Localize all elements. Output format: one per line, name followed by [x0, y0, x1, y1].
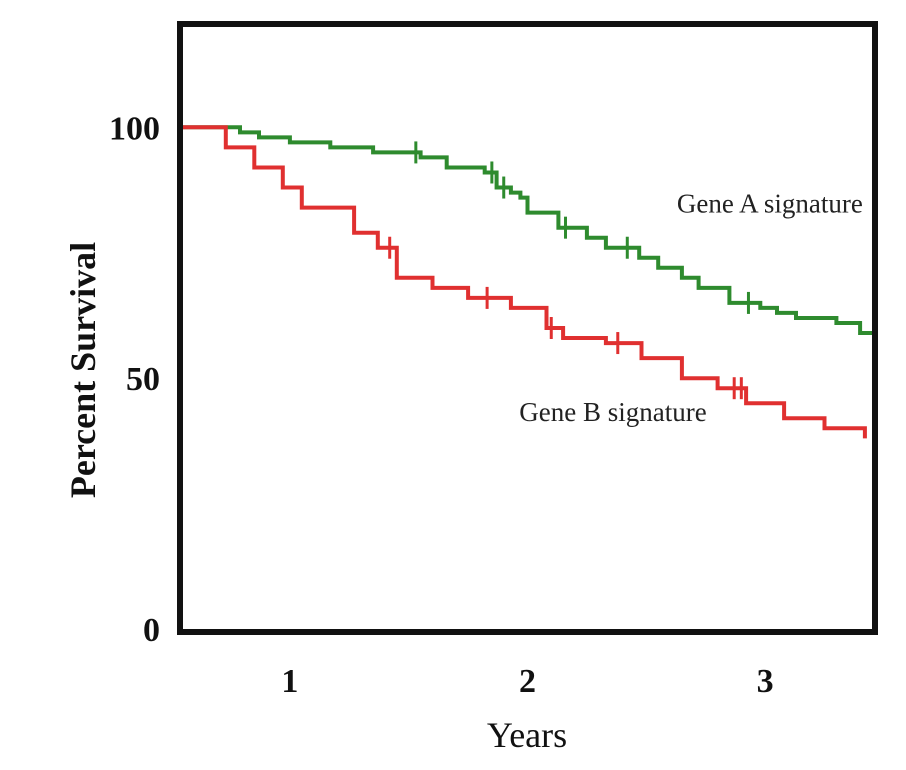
plot-frame	[177, 21, 878, 635]
series-label: Gene B signature	[519, 397, 706, 427]
y-axis-title: Percent Survival	[63, 242, 103, 498]
x-tick-labels: 1 2 3	[281, 663, 773, 700]
series-label: Gene A signature	[677, 189, 863, 219]
x-tick-label: 1	[281, 663, 298, 700]
gene-a-signature-curve	[183, 125, 872, 335]
y-tick-label: 0	[143, 612, 160, 649]
y-tick-label: 50	[126, 361, 160, 398]
x-tick-label: 2	[519, 663, 536, 700]
series-layer	[183, 125, 872, 439]
y-tick-labels: 0 50 100	[109, 110, 160, 649]
series-labels: Gene A signature Gene B signature	[519, 189, 863, 427]
y-tick-label: 100	[109, 110, 160, 147]
gene-b-signature-curve	[183, 125, 867, 439]
x-axis-title: Years	[487, 715, 567, 755]
x-tick-label: 3	[757, 663, 774, 700]
